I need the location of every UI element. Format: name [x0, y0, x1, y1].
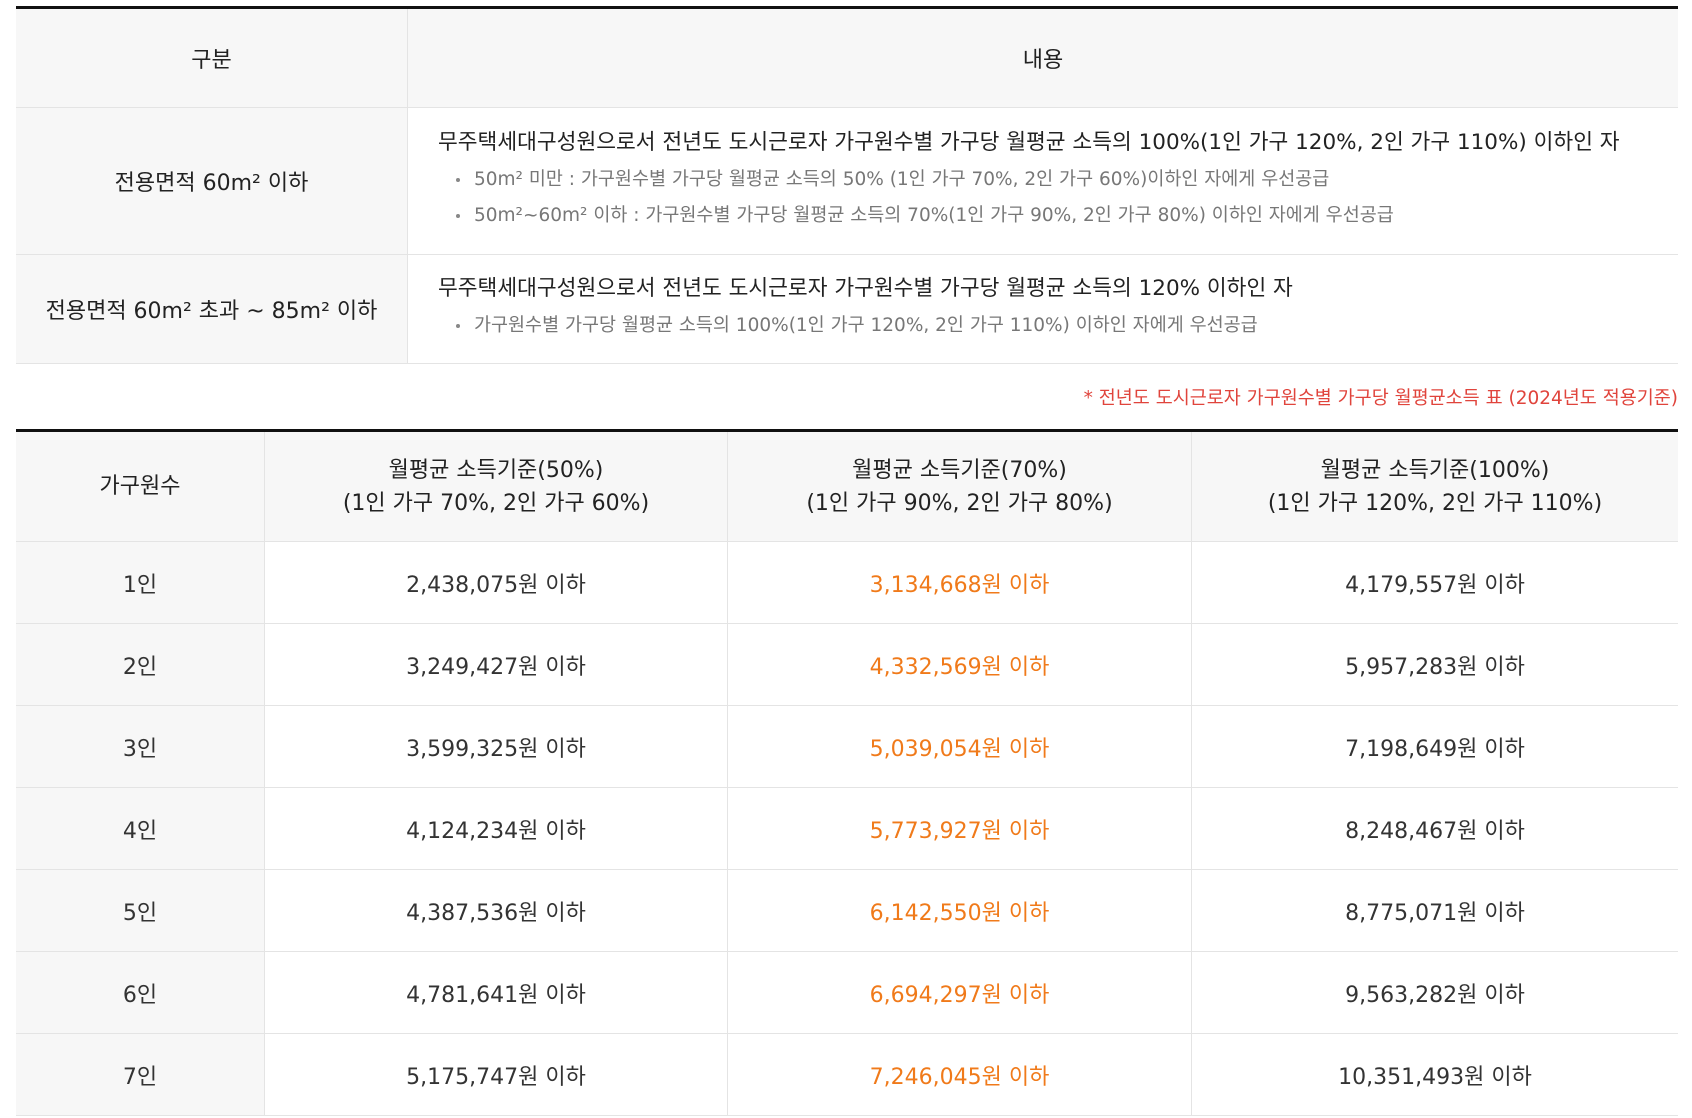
- header-income-100-title: 월평균 소득기준(100%): [1320, 457, 1550, 483]
- income-100-cell: 9,563,282원 이하: [1191, 951, 1678, 1034]
- table-row: 5인 4,387,536원 이하 6,142,550원 이하 8,775,071…: [16, 869, 1678, 952]
- criteria-header-row: 구분 내용: [16, 7, 1678, 108]
- criteria-bullet: 50m² 미만 : 가구원수별 가구당 월평균 소득의 50% (1인 가구 7…: [452, 162, 1678, 198]
- criteria-header-content: 내용: [407, 7, 1678, 108]
- header-income-50-sub: (1인 가구 70%, 2인 가구 60%): [342, 490, 650, 516]
- income-50-cell: 4,781,641원 이하: [264, 951, 728, 1034]
- household-size-cell: 1인: [16, 541, 265, 624]
- header-income-100: 월평균 소득기준(100%) (1인 가구 120%, 2인 가구 110%): [1191, 430, 1678, 542]
- income-100-cell: 4,179,557원 이하: [1191, 541, 1678, 624]
- household-size-cell: 6인: [16, 951, 265, 1034]
- income-50-cell: 2,438,075원 이하: [264, 541, 728, 624]
- criteria-bullet-list: 가구원수별 가구당 월평균 소득의 100%(1인 가구 120%, 2인 가구…: [438, 308, 1678, 344]
- table-row: 2인 3,249,427원 이하 4,332,569원 이하 5,957,283…: [16, 623, 1678, 706]
- income-50-cell: 3,249,427원 이하: [264, 623, 728, 706]
- income-100-cell: 8,248,467원 이하: [1191, 787, 1678, 870]
- income-70-cell: 4,332,569원 이하: [727, 623, 1192, 706]
- criteria-bullet: 가구원수별 가구당 월평균 소득의 100%(1인 가구 120%, 2인 가구…: [452, 308, 1678, 344]
- income-70-cell: 6,142,550원 이하: [727, 869, 1192, 952]
- criteria-bullet-list: 50m² 미만 : 가구원수별 가구당 월평균 소득의 50% (1인 가구 7…: [438, 162, 1678, 234]
- header-income-50: 월평균 소득기준(50%) (1인 가구 70%, 2인 가구 60%): [264, 430, 728, 542]
- header-income-50-title: 월평균 소득기준(50%): [388, 457, 604, 483]
- household-size-cell: 2인: [16, 623, 265, 706]
- criteria-bullet: 50m²~60m² 이하 : 가구원수별 가구당 월평균 소득의 70%(1인 …: [452, 198, 1678, 234]
- income-table-note: * 전년도 도시근로자 가구원수별 가구당 월평균소득 표 (2024년도 적용…: [1083, 388, 1678, 409]
- income-100-cell: 7,198,649원 이하: [1191, 705, 1678, 788]
- table-row: 3인 3,599,325원 이하 5,039,054원 이하 7,198,649…: [16, 705, 1678, 788]
- eligibility-criteria-table: 구분 내용 전용면적 60m² 이하 무주택세대구성원으로서 전년도 도시근로자…: [16, 6, 1678, 364]
- header-income-70: 월평균 소득기준(70%) (1인 가구 90%, 2인 가구 80%): [727, 430, 1192, 542]
- income-50-cell: 4,387,536원 이하: [264, 869, 728, 952]
- income-70-cell: 6,694,297원 이하: [727, 951, 1192, 1034]
- income-50-cell: 4,124,234원 이하: [264, 787, 728, 870]
- income-header-row: 가구원수 월평균 소득기준(50%) (1인 가구 70%, 2인 가구 60%…: [16, 430, 1678, 542]
- criteria-header-category: 구분: [16, 7, 408, 108]
- income-70-cell: 5,773,927원 이하: [727, 787, 1192, 870]
- header-income-100-sub: (1인 가구 120%, 2인 가구 110%): [1267, 490, 1603, 516]
- income-50-cell: 3,599,325원 이하: [264, 705, 728, 788]
- criteria-row: 전용면적 60m² 이하 무주택세대구성원으로서 전년도 도시근로자 가구원수별…: [16, 107, 1678, 255]
- header-income-70-title: 월평균 소득기준(70%): [852, 457, 1067, 483]
- income-70-cell: 5,039,054원 이하: [727, 705, 1192, 788]
- table-row: 6인 4,781,641원 이하 6,694,297원 이하 9,563,282…: [16, 951, 1678, 1034]
- header-income-70-sub: (1인 가구 90%, 2인 가구 80%): [806, 490, 1113, 516]
- household-size-cell: 7인: [16, 1033, 265, 1116]
- income-100-cell: 8,775,071원 이하: [1191, 869, 1678, 952]
- table-row: 4인 4,124,234원 이하 5,773,927원 이하 8,248,467…: [16, 787, 1678, 870]
- criteria-row-content: 무주택세대구성원으로서 전년도 도시근로자 가구원수별 가구당 월평균 소득의 …: [407, 107, 1678, 255]
- criteria-row: 전용면적 60m² 초과 ~ 85m² 이하 무주택세대구성원으로서 전년도 도…: [16, 254, 1678, 364]
- income-standard-table: 가구원수 월평균 소득기준(50%) (1인 가구 70%, 2인 가구 60%…: [16, 429, 1678, 1116]
- criteria-row-content: 무주택세대구성원으로서 전년도 도시근로자 가구원수별 가구당 월평균 소득의 …: [407, 254, 1678, 364]
- criteria-main-text: 무주택세대구성원으로서 전년도 도시근로자 가구원수별 가구당 월평균 소득의 …: [438, 130, 1620, 155]
- household-size-cell: 5인: [16, 869, 265, 952]
- income-50-cell: 5,175,747원 이하: [264, 1033, 728, 1116]
- income-70-cell: 7,246,045원 이하: [727, 1033, 1192, 1116]
- criteria-main-text: 무주택세대구성원으로서 전년도 도시근로자 가구원수별 가구당 월평균 소득의 …: [438, 276, 1293, 301]
- table-row: 1인 2,438,075원 이하 3,134,668원 이하 4,179,557…: [16, 541, 1678, 624]
- income-100-cell: 10,351,493원 이하: [1191, 1033, 1678, 1116]
- table-row: 7인 5,175,747원 이하 7,246,045원 이하 10,351,49…: [16, 1033, 1678, 1116]
- criteria-row-label: 전용면적 60m² 초과 ~ 85m² 이하: [16, 254, 408, 364]
- header-household-size: 가구원수: [16, 430, 265, 542]
- criteria-row-label: 전용면적 60m² 이하: [16, 107, 408, 255]
- household-size-cell: 3인: [16, 705, 265, 788]
- income-100-cell: 5,957,283원 이하: [1191, 623, 1678, 706]
- household-size-cell: 4인: [16, 787, 265, 870]
- income-70-cell: 3,134,668원 이하: [727, 541, 1192, 624]
